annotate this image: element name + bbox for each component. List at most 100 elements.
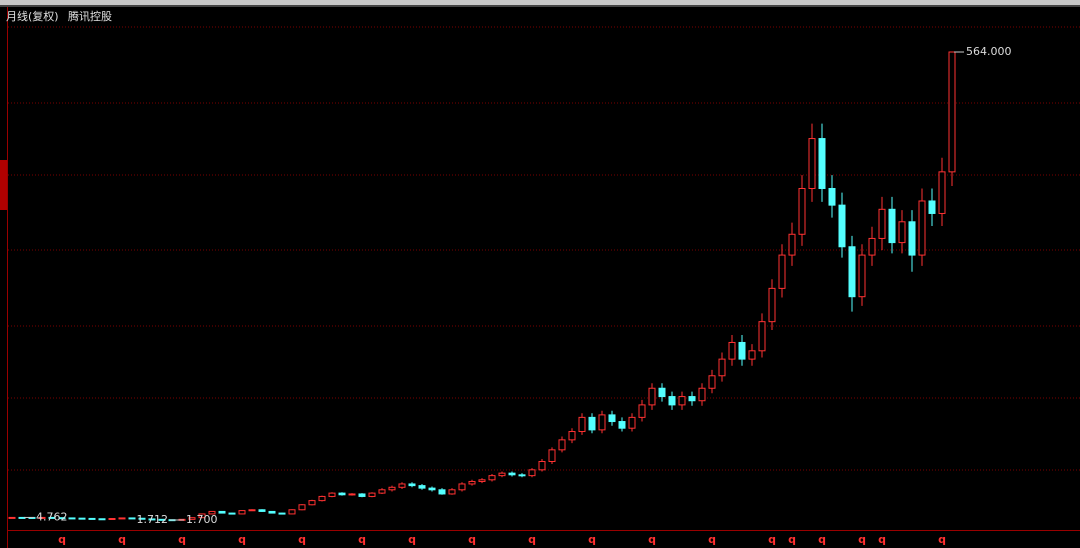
candle-body: [528, 469, 536, 477]
candle-body: [118, 517, 126, 520]
dividend-marker: q: [468, 533, 476, 546]
candle-body: [78, 517, 86, 520]
candle-body: [928, 200, 936, 214]
candle-body: [448, 489, 456, 495]
dividend-marker: q: [58, 533, 66, 546]
candle-body: [188, 517, 196, 520]
dividend-marker: q: [238, 533, 246, 546]
candle-body: [858, 254, 866, 298]
toolbar[interactable]: [0, 0, 1080, 5]
annotation-label: 4.762: [36, 510, 68, 523]
candle-body: [88, 517, 96, 520]
candle-body: [578, 416, 586, 433]
dividend-marker: q: [528, 533, 536, 546]
candle-body: [438, 489, 446, 495]
candle-body: [668, 396, 676, 406]
candle-body: [838, 204, 846, 248]
annotation-label: 1.712: [137, 513, 169, 526]
candle-body: [798, 187, 806, 235]
dividend-marker: q: [858, 533, 866, 546]
chart-title: 月线(复权): [6, 9, 59, 23]
dividend-marker: q: [588, 533, 596, 546]
candle-body: [488, 475, 496, 481]
candle-body: [48, 516, 56, 519]
candle-body: [738, 341, 746, 360]
left-tab[interactable]: [0, 160, 7, 210]
candle-body: [658, 387, 666, 398]
candle-body: [638, 404, 646, 418]
candle-body: [348, 493, 356, 496]
candle-body: [58, 517, 66, 520]
candle-body: [498, 472, 506, 477]
candle-body: [358, 493, 366, 497]
candle-body: [648, 387, 656, 406]
candle-body: [908, 221, 916, 256]
candle-body: [398, 483, 406, 488]
dividend-marker: q: [358, 533, 366, 546]
candle-body: [338, 492, 346, 496]
candle-body: [588, 416, 596, 431]
candle-body: [148, 518, 156, 521]
candle-body: [868, 237, 876, 256]
candle-body: [138, 517, 146, 520]
dividend-marker: q: [818, 533, 826, 546]
candle-body: [718, 358, 726, 377]
candle-body: [278, 512, 286, 515]
candle-body: [318, 495, 326, 502]
dividend-marker: q: [768, 533, 776, 546]
candle-body: [198, 513, 206, 519]
candle-body: [778, 254, 786, 289]
dividend-marker: q: [118, 533, 126, 546]
dividend-marker: q: [298, 533, 306, 546]
candle-body: [748, 350, 756, 360]
candle-body: [288, 509, 296, 515]
candle-body: [508, 472, 516, 476]
candle-body: [298, 504, 306, 511]
annotation-label: 1.700: [186, 513, 218, 526]
candle-body: [888, 208, 896, 244]
candle-body: [238, 510, 246, 515]
annotation-label: 564.000: [966, 45, 1012, 58]
candle-body: [558, 439, 566, 451]
candle-body: [818, 138, 826, 189]
dividend-marker: q: [878, 533, 886, 546]
candle-body: [608, 414, 616, 423]
candle-body: [598, 414, 606, 431]
candle-body: [628, 416, 636, 429]
candle-body: [728, 341, 736, 360]
candle-body: [158, 518, 166, 521]
candle-body: [618, 421, 626, 429]
candle-body: [708, 375, 716, 389]
candle-body: [938, 171, 946, 214]
candle-body: [788, 233, 796, 256]
dividend-marker: q: [178, 533, 186, 546]
candle-body: [918, 200, 926, 256]
candle-body: [378, 489, 386, 494]
candle-body: [428, 487, 436, 491]
dividend-marker: q: [938, 533, 946, 546]
dividend-marker: q: [648, 533, 656, 546]
candle-body: [688, 396, 696, 402]
candle-body: [268, 510, 276, 514]
candle-body: [568, 431, 576, 441]
candle-body: [128, 517, 136, 520]
candle-body: [308, 500, 316, 506]
candle-body: [758, 321, 766, 352]
candle-body: [248, 509, 256, 512]
candle-body: [68, 517, 76, 520]
candle-body: [98, 518, 106, 521]
candle-body: [228, 512, 236, 515]
dividend-marker: q: [788, 533, 796, 546]
candle-body: [468, 480, 476, 485]
candle-body: [548, 449, 556, 462]
candle-body: [258, 509, 266, 512]
candle-body: [948, 51, 956, 173]
candle-body: [208, 510, 216, 515]
candle-body: [538, 460, 546, 471]
candle-body: [38, 516, 46, 519]
dividend-marker: q: [408, 533, 416, 546]
candle-body: [898, 221, 906, 244]
candle-body: [8, 516, 16, 519]
